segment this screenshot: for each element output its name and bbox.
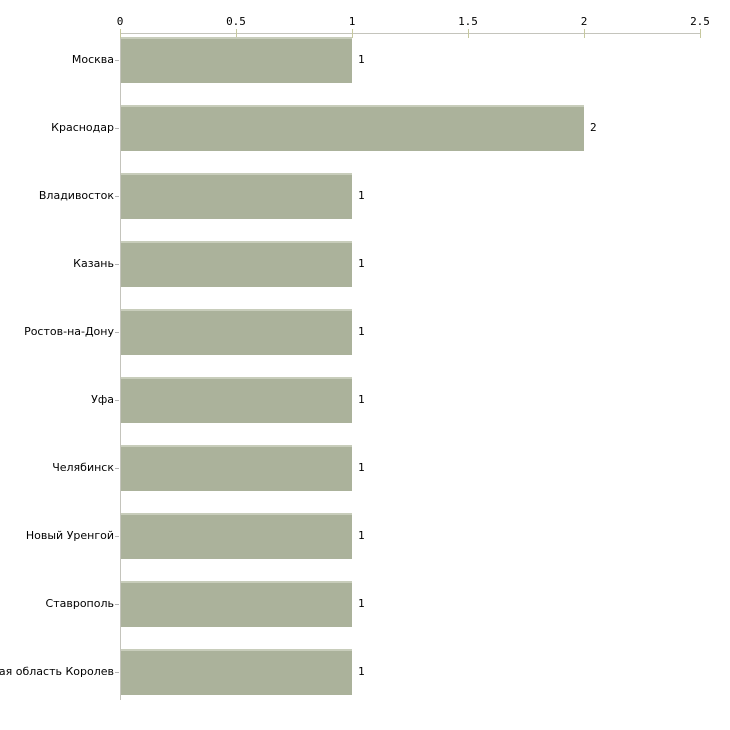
category-label: Ставрополь (45, 597, 114, 610)
x-axis-tick-label: 1 (348, 15, 356, 28)
y-axis-line (120, 33, 121, 700)
bar-value-label: 1 (358, 461, 365, 474)
bar (121, 105, 584, 151)
x-axis-tick-mark (584, 29, 585, 38)
category-label: Новый Уренгой (25, 529, 114, 542)
category-tick-mark (115, 400, 119, 401)
bar (121, 241, 352, 287)
x-axis-tick-mark (352, 29, 353, 38)
bar (121, 173, 352, 219)
bar-value-label: 1 (358, 597, 365, 610)
category-tick-mark (115, 468, 119, 469)
x-axis-tick-mark (236, 29, 237, 38)
category-label: Ростов-на-Дону (24, 325, 114, 338)
category-tick-mark (115, 196, 119, 197)
category-label: Казань (73, 257, 114, 270)
bar (121, 309, 352, 355)
category-label: Владивосток (38, 189, 114, 202)
bar-value-label: 1 (358, 665, 365, 678)
category-label: кая область Королев (0, 665, 114, 678)
x-axis-line (120, 33, 701, 34)
bar-value-label: 1 (358, 53, 365, 66)
category-tick-mark (115, 332, 119, 333)
category-tick-mark (115, 536, 119, 537)
category-tick-mark (115, 672, 119, 673)
x-axis-tick-label: 2 (580, 15, 588, 28)
bar-value-label: 1 (358, 325, 365, 338)
bar (121, 445, 352, 491)
x-axis-tick-mark (120, 29, 121, 38)
x-axis-tick-mark (468, 29, 469, 38)
bar-value-label: 1 (358, 393, 365, 406)
bar-value-label: 1 (358, 189, 365, 202)
category-label: Уфа (91, 393, 114, 406)
bar (121, 581, 352, 627)
bar (121, 513, 352, 559)
bar-value-label: 2 (590, 121, 597, 134)
category-label: Челябинск (52, 461, 114, 474)
bar (121, 377, 352, 423)
x-axis-tick-label: 1.5 (458, 15, 478, 28)
x-axis-tick-label: 0.5 (226, 15, 246, 28)
category-label: Краснодар (51, 121, 114, 134)
x-axis-tick-mark (700, 29, 701, 38)
bar (121, 649, 352, 695)
category-tick-mark (115, 264, 119, 265)
bar (121, 37, 352, 83)
bar-value-label: 1 (358, 529, 365, 542)
x-axis-tick-label: 2.5 (690, 15, 710, 28)
category-tick-mark (115, 60, 119, 61)
category-tick-mark (115, 604, 119, 605)
x-axis-tick-label: 0 (116, 15, 124, 28)
category-label: Москва (71, 53, 114, 66)
category-tick-mark (115, 128, 119, 129)
bar-value-label: 1 (358, 257, 365, 270)
